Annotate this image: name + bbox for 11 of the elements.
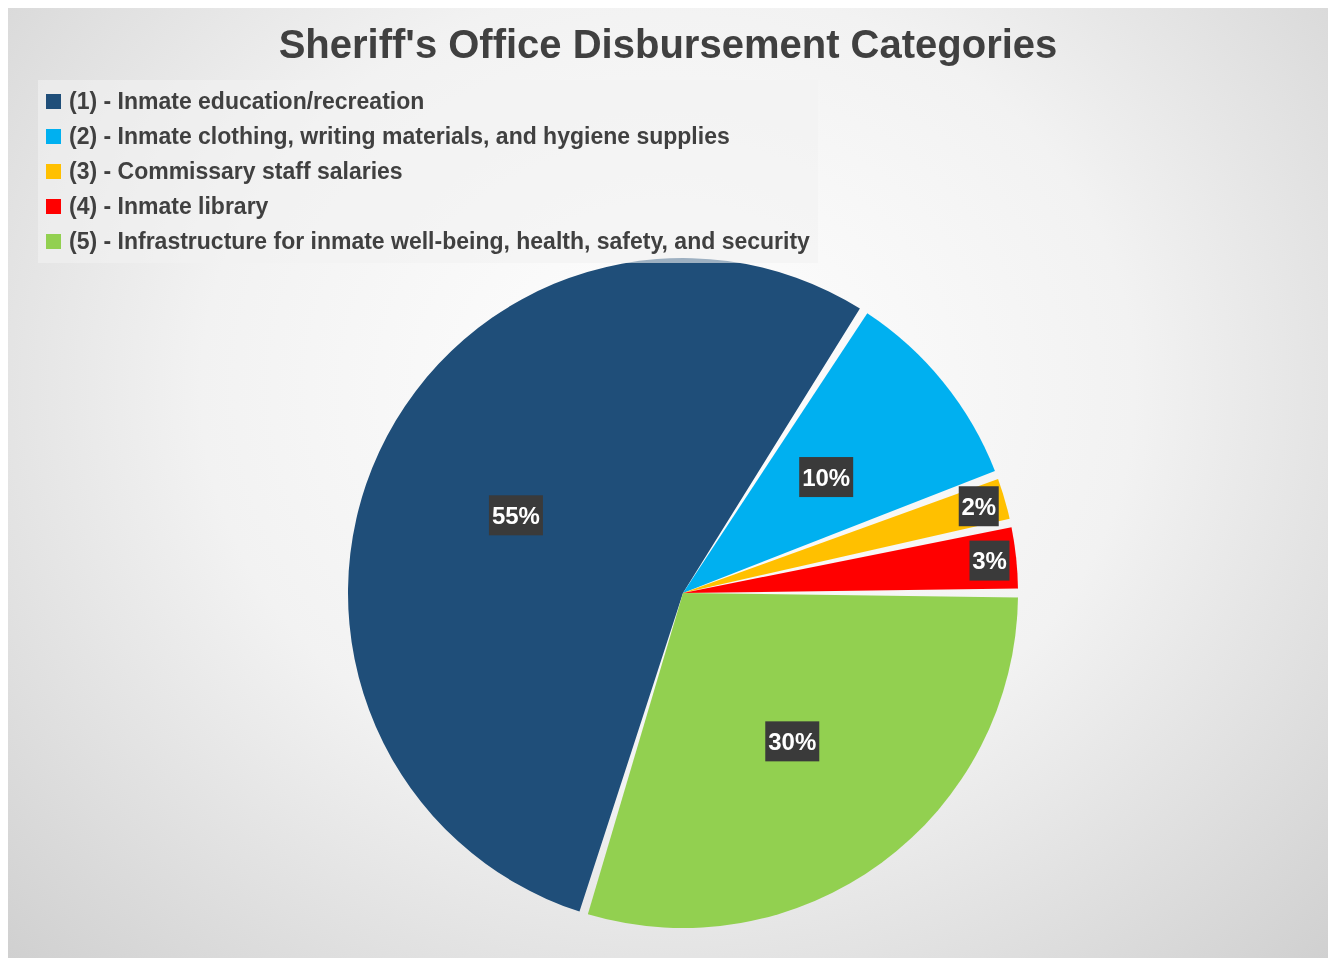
chart-title: Sheriff's Office Disbursement Categories — [277, 22, 1059, 67]
legend-label: (5) - Infrastructure for inmate well-being, health, safety, and security — [69, 228, 810, 255]
legend-label: (3) - Commissary staff salaries — [69, 158, 403, 185]
data-label: 2% — [961, 492, 997, 520]
legend-label: (1) - Inmate education/recreation — [69, 88, 425, 115]
legend-label: (2) - Inmate clothing, writing materials, and hygiene supplies — [69, 123, 730, 150]
data-label: 3% — [972, 547, 1007, 575]
data-label: 55% — [491, 501, 540, 529]
legend-label: (4) - Inmate library — [69, 193, 269, 220]
data-label: 30% — [768, 727, 817, 755]
data-label: 10% — [802, 463, 851, 491]
